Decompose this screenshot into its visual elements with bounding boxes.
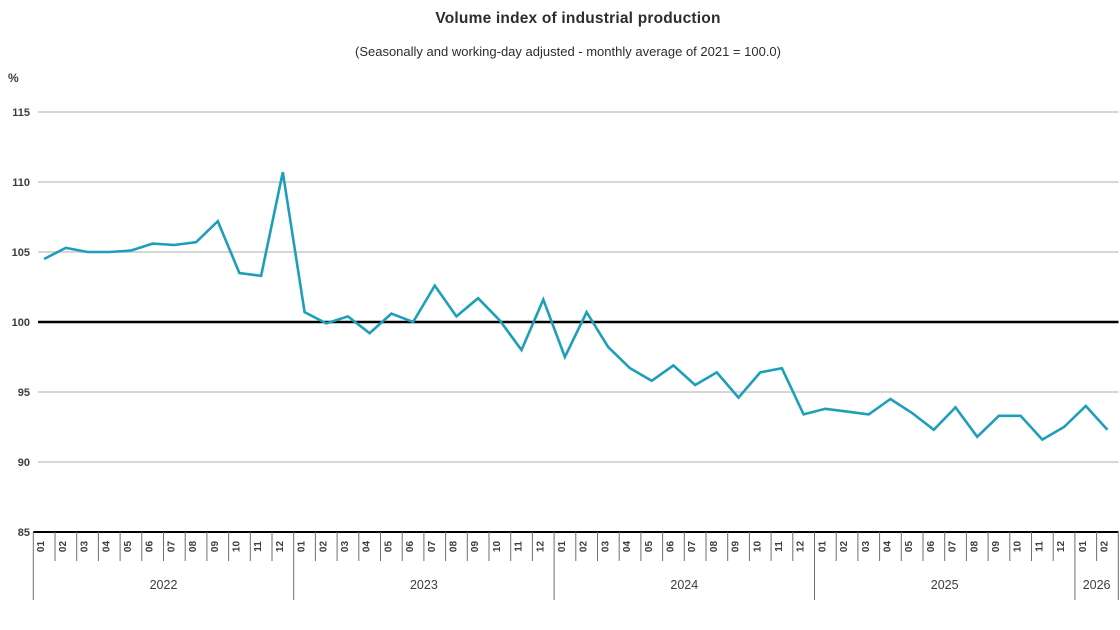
- month-label: 04: [101, 541, 112, 553]
- y-tick-label: 85: [18, 527, 30, 539]
- chart-title: Volume index of industrial production: [435, 10, 721, 27]
- year-label: 2023: [410, 578, 438, 592]
- year-label: 2025: [931, 578, 959, 592]
- month-label: 05: [904, 541, 915, 553]
- month-label: 03: [340, 541, 351, 553]
- month-label: 02: [839, 541, 850, 553]
- y-tick-label: 115: [12, 107, 30, 119]
- month-label: 12: [275, 541, 286, 553]
- y-tick-label: 90: [18, 457, 30, 469]
- month-label: 08: [969, 541, 980, 553]
- month-label: 11: [514, 541, 525, 552]
- month-label: 09: [991, 541, 1002, 553]
- y-tick-label: 105: [12, 247, 30, 259]
- month-label: 11: [1034, 541, 1045, 552]
- month-label: 07: [948, 541, 959, 553]
- month-label: 08: [188, 541, 199, 553]
- month-label: 10: [231, 541, 242, 553]
- month-label: 01: [36, 541, 47, 553]
- month-label: 04: [882, 541, 893, 553]
- month-label: 05: [123, 541, 134, 553]
- month-label: 12: [796, 541, 807, 553]
- month-label: 05: [383, 541, 394, 553]
- year-label: 2022: [150, 578, 178, 592]
- month-label: 10: [752, 541, 763, 553]
- data-line: [43, 171, 1109, 442]
- y-tick-label: 110: [12, 177, 30, 189]
- y-tick-label: 100: [12, 317, 30, 329]
- month-label: 09: [210, 541, 221, 553]
- month-label: 04: [362, 541, 373, 553]
- y-axis-unit-label: %: [8, 71, 19, 85]
- year-label: 2026: [1083, 578, 1111, 592]
- month-label: 06: [405, 541, 416, 553]
- month-label: 06: [665, 541, 676, 553]
- month-label: 09: [731, 541, 742, 553]
- month-label: 08: [448, 541, 459, 553]
- month-label: 11: [774, 541, 785, 552]
- month-label: 07: [427, 541, 438, 553]
- month-label: 05: [644, 541, 655, 553]
- month-label: 09: [470, 541, 481, 553]
- month-label: 04: [622, 541, 633, 553]
- month-label: 02: [58, 541, 69, 553]
- month-label: 01: [1078, 541, 1089, 553]
- month-label: 12: [535, 541, 546, 553]
- month-label: 02: [1099, 541, 1110, 553]
- year-label: 2024: [670, 578, 698, 592]
- month-label: 02: [579, 541, 590, 553]
- month-label: 03: [861, 541, 872, 553]
- month-label: 01: [557, 541, 568, 553]
- month-label: 06: [926, 541, 937, 553]
- month-label: 07: [687, 541, 698, 553]
- month-label: 08: [709, 541, 720, 553]
- month-label: 02: [318, 541, 329, 553]
- month-label: 01: [817, 541, 828, 553]
- y-tick-label: 95: [18, 387, 30, 399]
- month-label: 07: [166, 541, 177, 553]
- month-label: 10: [492, 541, 503, 553]
- chart-subtitle: (Seasonally and working-day adjusted - m…: [354, 44, 781, 59]
- month-label: 12: [1056, 541, 1067, 553]
- month-label: 06: [145, 541, 156, 553]
- month-label: 10: [1013, 541, 1024, 553]
- month-label: 03: [80, 541, 91, 553]
- month-label: 11: [253, 541, 264, 552]
- month-label: 01: [297, 541, 308, 553]
- month-label: 03: [600, 541, 611, 553]
